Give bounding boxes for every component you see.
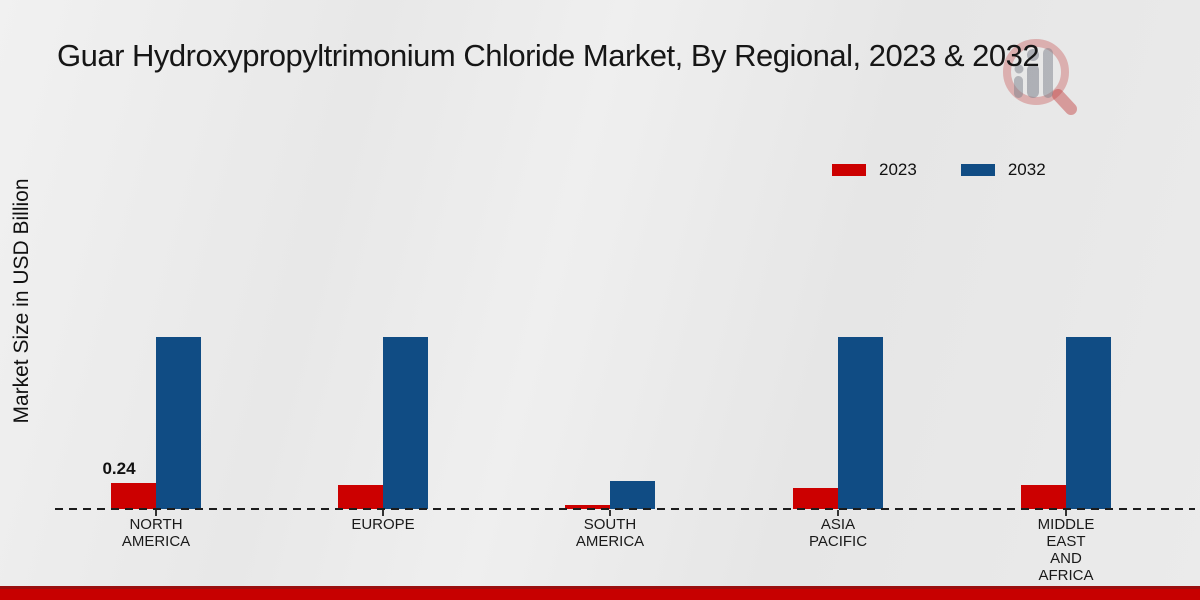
x-axis-baseline (55, 508, 1195, 510)
footer-bar (0, 586, 1200, 600)
magnifier-with-bars-icon (1003, 39, 1077, 115)
legend-item-2023: 2023 (832, 160, 917, 180)
category-label-3: ASIA PACIFIC (808, 516, 868, 550)
bar-2023-category-0 (111, 483, 156, 509)
category-label-0: NORTH AMERICA (121, 516, 191, 550)
x-axis-tick (155, 510, 157, 516)
chart-title: Guar Hydroxypropyltrimonium Chloride Mar… (57, 38, 1040, 73)
x-axis-tick (1065, 510, 1067, 516)
bar-2023-category-2 (565, 505, 610, 509)
x-axis-tick (609, 510, 611, 516)
brand-logo (995, 25, 1085, 120)
bar-2032-category-4 (1066, 337, 1111, 509)
bar-2032-category-1 (383, 337, 428, 509)
legend: 2023 2032 (832, 160, 1046, 180)
bar-2032-category-3 (838, 337, 883, 509)
bar-2023-category-3 (793, 488, 838, 509)
legend-swatch-2032 (960, 164, 995, 176)
category-label-2: SOUTH AMERICA (575, 516, 645, 550)
category-label-4: MIDDLE EAST AND AFRICA (1037, 516, 1095, 584)
category-label-1: EUROPE (351, 516, 415, 533)
legend-label: 2032 (1007, 160, 1046, 179)
bar-value-label: 0.24 (102, 459, 136, 478)
legend-swatch-2023 (832, 164, 866, 176)
legend-label: 2023 (879, 160, 917, 179)
x-axis-tick (837, 510, 839, 516)
bar-2032-category-2 (610, 481, 655, 509)
bar-2023-category-4 (1021, 485, 1066, 509)
bar-2023-category-1 (338, 485, 383, 509)
x-axis-tick (382, 510, 384, 516)
legend-item-2032: 2032 (960, 160, 1046, 180)
bar-2032-category-0 (156, 337, 201, 509)
